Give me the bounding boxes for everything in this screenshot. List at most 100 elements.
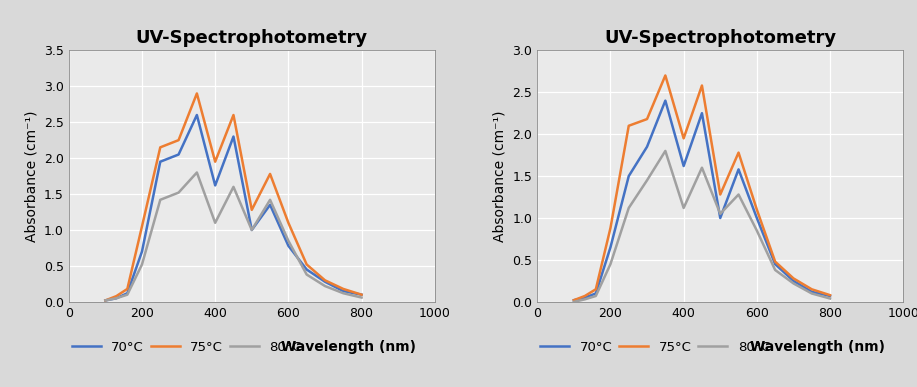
75°C xyxy=(192,91,203,96)
70°C xyxy=(173,152,184,157)
75°C xyxy=(605,226,616,230)
Line: 75°C: 75°C xyxy=(105,93,361,300)
Line: 75°C: 75°C xyxy=(574,75,830,300)
80°C xyxy=(591,294,602,298)
80°C xyxy=(696,165,707,170)
80°C xyxy=(769,268,780,272)
80°C xyxy=(605,262,616,266)
Title: UV-Spectrophotometry: UV-Spectrophotometry xyxy=(604,29,836,47)
Line: 70°C: 70°C xyxy=(574,101,830,300)
80°C xyxy=(580,297,591,302)
70°C xyxy=(337,289,348,293)
70°C xyxy=(696,111,707,115)
Legend: 70°C, 75°C, 80°C: 70°C, 75°C, 80°C xyxy=(540,341,770,354)
Legend: 70°C, 75°C, 80°C: 70°C, 75°C, 80°C xyxy=(72,341,302,354)
75°C xyxy=(751,207,762,212)
80°C xyxy=(356,295,367,300)
75°C xyxy=(265,171,276,176)
70°C xyxy=(591,291,602,296)
75°C xyxy=(733,150,744,155)
80°C xyxy=(733,192,744,197)
70°C xyxy=(122,291,133,296)
70°C xyxy=(660,98,671,103)
Text: Wavelength (nm): Wavelength (nm) xyxy=(281,340,416,354)
75°C xyxy=(100,298,111,303)
70°C xyxy=(806,289,817,294)
80°C xyxy=(624,205,635,210)
75°C xyxy=(660,73,671,78)
80°C xyxy=(137,262,148,267)
70°C xyxy=(137,249,148,254)
80°C xyxy=(569,300,580,304)
75°C xyxy=(769,259,780,264)
70°C xyxy=(733,167,744,172)
75°C xyxy=(824,293,835,298)
80°C xyxy=(265,197,276,202)
80°C xyxy=(282,238,293,243)
Y-axis label: Absorbance (cm⁻¹): Absorbance (cm⁻¹) xyxy=(25,110,39,242)
80°C xyxy=(247,228,258,232)
80°C xyxy=(337,291,348,296)
70°C xyxy=(111,296,122,301)
80°C xyxy=(679,205,690,210)
70°C xyxy=(642,144,653,149)
75°C xyxy=(282,221,293,225)
70°C xyxy=(228,134,239,139)
75°C xyxy=(247,207,258,212)
70°C xyxy=(824,294,835,298)
75°C xyxy=(111,294,122,298)
70°C xyxy=(282,243,293,248)
75°C xyxy=(301,262,312,267)
80°C xyxy=(824,296,835,301)
75°C xyxy=(642,117,653,122)
Y-axis label: Absorbance (cm⁻¹): Absorbance (cm⁻¹) xyxy=(492,110,507,242)
80°C xyxy=(301,272,312,277)
80°C xyxy=(228,185,239,189)
80°C xyxy=(642,178,653,183)
70°C xyxy=(192,113,203,117)
75°C xyxy=(337,287,348,291)
75°C xyxy=(624,123,635,128)
75°C xyxy=(155,145,166,150)
75°C xyxy=(714,192,725,197)
80°C xyxy=(660,149,671,153)
80°C xyxy=(319,284,330,288)
70°C xyxy=(247,228,258,232)
Line: 80°C: 80°C xyxy=(574,151,830,302)
70°C xyxy=(605,245,616,250)
80°C xyxy=(751,228,762,233)
70°C xyxy=(356,292,367,297)
75°C xyxy=(696,83,707,88)
Line: 70°C: 70°C xyxy=(105,115,361,300)
70°C xyxy=(210,183,221,188)
70°C xyxy=(714,216,725,220)
75°C xyxy=(788,276,799,281)
80°C xyxy=(100,298,111,303)
70°C xyxy=(265,202,276,207)
75°C xyxy=(356,292,367,297)
75°C xyxy=(580,294,591,298)
70°C xyxy=(679,164,690,168)
Text: Wavelength (nm): Wavelength (nm) xyxy=(749,340,885,354)
80°C xyxy=(210,221,221,225)
70°C xyxy=(569,298,580,303)
75°C xyxy=(173,138,184,142)
80°C xyxy=(173,190,184,195)
75°C xyxy=(137,224,148,229)
75°C xyxy=(591,287,602,292)
75°C xyxy=(319,278,330,283)
80°C xyxy=(122,292,133,297)
70°C xyxy=(624,174,635,178)
80°C xyxy=(192,170,203,175)
75°C xyxy=(228,113,239,117)
70°C xyxy=(100,298,111,303)
Title: UV-Spectrophotometry: UV-Spectrophotometry xyxy=(136,29,368,47)
75°C xyxy=(210,159,221,164)
70°C xyxy=(769,262,780,266)
80°C xyxy=(788,281,799,286)
80°C xyxy=(714,211,725,216)
70°C xyxy=(155,159,166,164)
80°C xyxy=(111,296,122,301)
70°C xyxy=(301,267,312,272)
Line: 80°C: 80°C xyxy=(105,173,361,300)
